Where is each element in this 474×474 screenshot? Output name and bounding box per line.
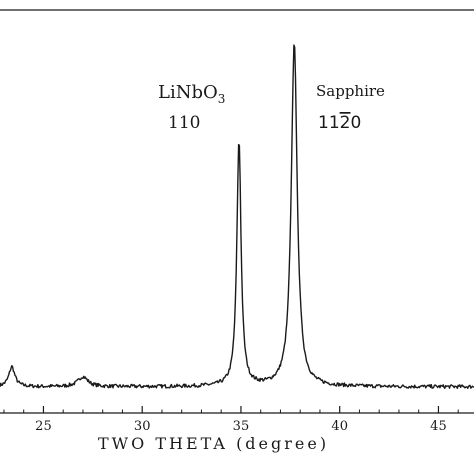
plot-frame [0,9,474,414]
x-tick-label-40: 40 [331,419,348,434]
linbo3-annotation: LiNbO3 110 [158,82,225,133]
x-axis-label: TWO THETA (degree) [98,434,329,453]
x-axis-ticks [3,406,459,413]
linbo3-label: LiNbO3 [158,82,225,106]
sapphire-miller-index: 1120 [318,113,361,133]
x-tick-label-30: 30 [134,419,151,434]
diffraction-pattern-line [0,44,474,389]
x-tick-label-35: 35 [233,419,250,434]
linbo3-miller-index: 110 [168,113,200,133]
sapphire-annotation: Sapphire 1120 [316,82,385,133]
x-tick-label-45: 45 [430,419,447,434]
x-axis-tick-labels: 25 30 35 40 45 [35,419,447,434]
x-tick-label-25: 25 [35,419,52,434]
sapphire-label: Sapphire [316,82,385,100]
